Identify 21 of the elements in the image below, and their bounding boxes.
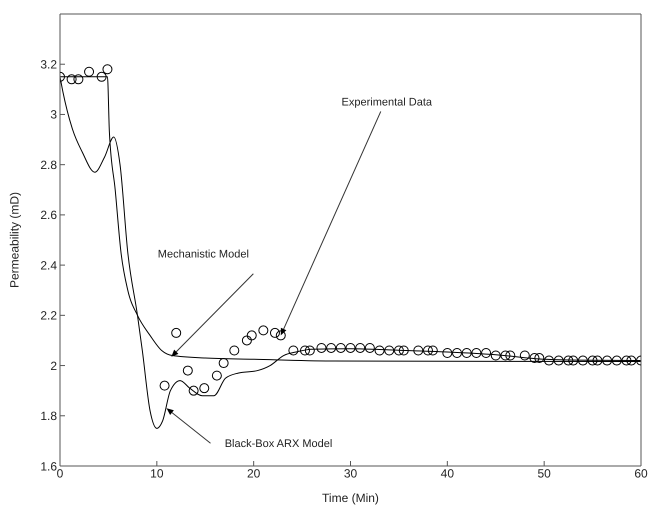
y-tick-label: 2.8 bbox=[40, 158, 58, 172]
y-tick-label: 1.8 bbox=[40, 409, 58, 424]
y-axis-title: Permeability (mD) bbox=[7, 192, 22, 288]
x-axis-title: Time (Min) bbox=[322, 491, 379, 505]
x-tick-label: 50 bbox=[537, 466, 552, 481]
y-tick-label: 3.2 bbox=[40, 57, 58, 72]
y-tick-label: 2.2 bbox=[40, 308, 58, 323]
y-tick-label: 2.6 bbox=[40, 208, 58, 222]
y-tick-label: 2 bbox=[50, 358, 58, 373]
annotation: Black-Box ARX Model bbox=[224, 438, 332, 450]
y-tick-label: 3 bbox=[50, 108, 58, 122]
x-tick-label: 10 bbox=[150, 466, 164, 481]
annotation: Experimental Data bbox=[342, 96, 433, 108]
x-tick-label: 20 bbox=[246, 466, 261, 481]
x-tick-label: 30 bbox=[344, 466, 358, 481]
annotation: Mechanistic Model bbox=[158, 248, 249, 261]
y-tick-label: 1.6 bbox=[40, 459, 58, 474]
y-tick-label: 2.4 bbox=[40, 258, 58, 272]
x-tick-label: 60 bbox=[634, 466, 648, 481]
x-tick-label: 40 bbox=[440, 466, 454, 481]
x-tick-label: 0 bbox=[56, 466, 64, 481]
